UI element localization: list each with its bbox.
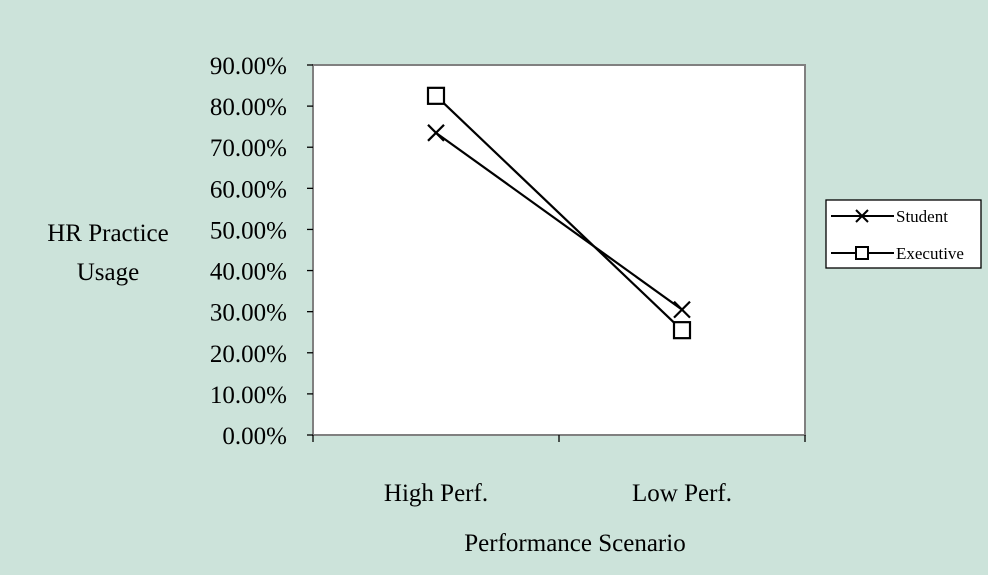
square-marker — [672, 321, 692, 340]
series-line — [435, 95, 683, 331]
y-tick-label: 0.00% — [222, 423, 287, 450]
x-tick-label: High Perf. — [384, 480, 488, 507]
series-layer — [426, 86, 692, 340]
y-tick-label: 60.00% — [210, 176, 287, 203]
y-tick-label: 70.00% — [210, 135, 287, 162]
legend-label: Executive — [896, 244, 964, 263]
x-marker — [855, 209, 869, 223]
series-executive — [426, 86, 692, 340]
legend-item: Student — [831, 207, 948, 226]
legend-item: Executive — [831, 244, 964, 263]
square-marker — [426, 86, 446, 105]
x-marker — [673, 300, 691, 319]
y-axis-title-line-1: HR Practice — [47, 220, 168, 247]
y-tick-label: 10.00% — [210, 382, 287, 409]
y-tick-label: 80.00% — [210, 94, 287, 121]
legend-label: Student — [896, 207, 948, 226]
legend-box — [825, 199, 982, 269]
y-tick-label: 50.00% — [210, 217, 287, 244]
x-marker — [427, 124, 445, 142]
y-tick-label: 30.00% — [210, 300, 287, 327]
plot-area — [312, 64, 806, 436]
series-line — [435, 131, 683, 311]
y-axis-title-line-2: Usage — [77, 259, 139, 286]
square-marker — [855, 246, 869, 260]
x-axis: High Perf. Low Perf. — [312, 435, 806, 507]
x-tick-label: Low Perf. — [632, 480, 732, 507]
y-axis: 0.00% 10.00% 20.00% 30.00% 40.00% 50.00% 60.00… — [210, 53, 313, 450]
y-tick-label: 90.00% — [210, 53, 287, 80]
y-tick-label: 20.00% — [210, 341, 287, 368]
x-axis-title: Performance Scenario — [464, 530, 685, 557]
series-student — [427, 124, 691, 319]
legend: Student Executive — [825, 199, 982, 269]
y-tick-label: 40.00% — [210, 259, 287, 286]
